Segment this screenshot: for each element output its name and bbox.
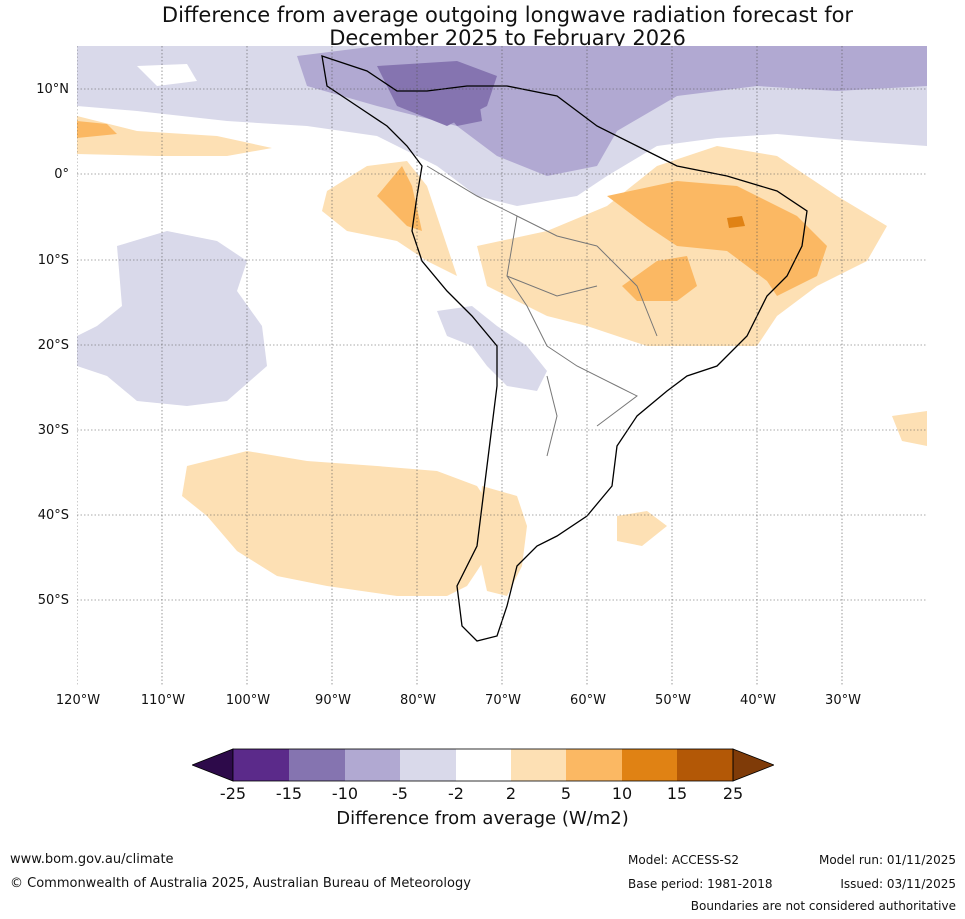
andes-patch	[437, 306, 547, 391]
country-borders	[426, 165, 658, 457]
map-title: Difference from average outgoing longwav…	[0, 4, 965, 50]
white-gap-north	[137, 64, 197, 86]
colorbar-extend-low	[192, 748, 234, 782]
lon-label-40w: 40°W	[740, 693, 776, 708]
east-atlantic-patch	[892, 411, 927, 446]
lat-label-50s: 50°S	[37, 593, 69, 608]
south-pacific-blob	[182, 451, 497, 596]
lat-label-40s: 40°S	[37, 508, 69, 523]
brazil-core	[607, 181, 827, 296]
south-america-coastline	[321, 55, 808, 642]
colorbar-tick-neg15: -15	[275, 784, 303, 803]
lon-label-80w: 80°W	[400, 693, 436, 708]
brazil-dark-spot	[727, 216, 745, 228]
colorbar-tick-neg2: -2	[448, 784, 464, 803]
lat-label-0: 0°	[54, 167, 69, 182]
lon-label-120w: 120°W	[55, 693, 101, 708]
colorbar-bin-5	[456, 749, 511, 781]
ecuador-blob	[322, 161, 457, 276]
pacific-equatorial-tongue	[77, 116, 272, 156]
colorbar	[192, 748, 774, 782]
negative-anomaly-regions	[77, 46, 927, 406]
colorbar-bin-8	[622, 749, 677, 781]
lon-label-60w: 60°W	[570, 693, 606, 708]
brazil-south-core	[622, 256, 697, 301]
colorbar-extend-high	[732, 748, 774, 782]
colorbar-tick-2: 2	[505, 784, 517, 803]
forecast-map	[77, 46, 927, 686]
model-run-text: Model run: 01/11/2025	[818, 853, 956, 867]
colorbar-tick-neg10: -10	[331, 784, 359, 803]
lon-label-100w: 100°W	[225, 693, 271, 708]
colorbar-bin-6	[511, 749, 566, 781]
pacific-equatorial-core	[77, 121, 117, 138]
venezuela-core	[427, 86, 482, 126]
colorbar-tick-5: 5	[560, 784, 572, 803]
copyright-text: © Commonwealth of Australia 2025, Austra…	[10, 876, 471, 891]
lon-label-50w: 50°W	[655, 693, 691, 708]
colorbar-bin-1	[233, 749, 289, 781]
graticule	[77, 46, 927, 686]
lon-label-110w: 110°W	[140, 693, 186, 708]
colorbar-label: Difference from average (W/m2)	[336, 808, 629, 829]
issued-text: Issued: 03/11/2025	[840, 877, 956, 891]
colorbar-tick-15: 15	[666, 784, 688, 803]
colorbar-bin-3	[345, 749, 400, 781]
lat-label-10n: 10°N	[36, 82, 69, 97]
lat-label-20s: 20°S	[37, 338, 69, 353]
website-link[interactable]: www.bom.gov.au/climate	[10, 852, 174, 867]
title-line-2: December 2025 to February 2026	[329, 26, 686, 50]
colorbar-tick-25: 25	[722, 784, 744, 803]
colorbar-tick-neg25: -25	[219, 784, 247, 803]
lon-label-70w: 70°W	[485, 693, 521, 708]
colorbar-bin-7	[566, 749, 622, 781]
colorbar-tick-10: 10	[611, 784, 633, 803]
base-period-text: Base period: 1981-2018	[628, 877, 773, 891]
title-line-1: Difference from average outgoing longwav…	[161, 3, 854, 27]
lon-label-30w: 30°W	[825, 693, 861, 708]
colorbar-bin-2	[289, 749, 345, 781]
lon-label-90w: 90°W	[315, 693, 351, 708]
colorbar-bin-9	[677, 749, 733, 781]
model-text: Model: ACCESS-S2	[628, 853, 740, 867]
disclaimer-text: Boundaries are not considered authoritat…	[690, 899, 956, 913]
south-atlantic-patch	[617, 511, 667, 546]
east-pacific-patch	[77, 231, 267, 406]
lat-label-30s: 30°S	[37, 423, 69, 438]
colorbar-bin-4	[400, 749, 456, 781]
lat-label-10s: 10°S	[37, 253, 69, 268]
ecuador-core	[377, 166, 422, 231]
colorbar-tick-neg5: -5	[392, 784, 408, 803]
